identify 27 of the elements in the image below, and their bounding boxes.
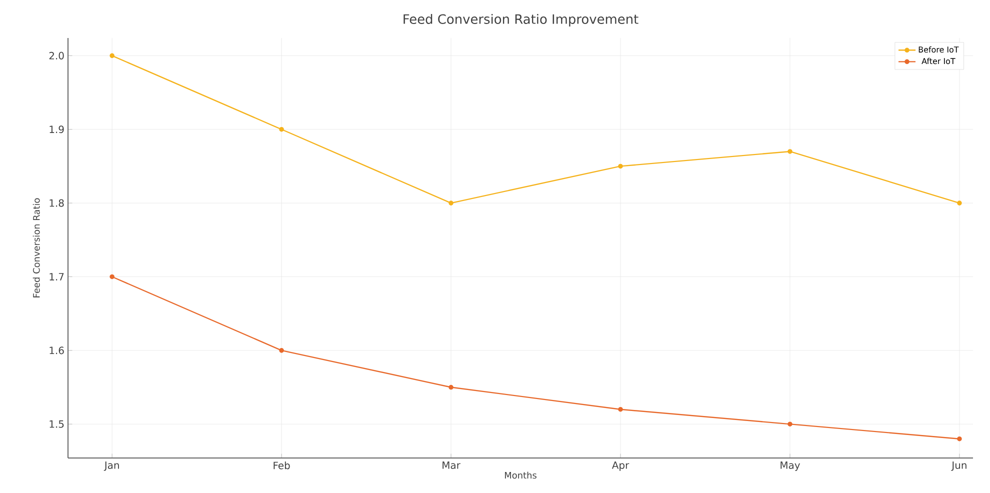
point — [618, 164, 623, 169]
y-tick-label: 1.6 — [50, 346, 64, 354]
point — [110, 274, 114, 280]
y-axis-title: Feed Conversion Ratio — [32, 198, 40, 298]
point — [957, 200, 962, 206]
y-tick-label: 1.9 — [50, 126, 64, 134]
point — [110, 53, 114, 58]
point — [448, 200, 454, 206]
x-tick-label: Jan — [104, 462, 119, 471]
point — [618, 406, 623, 412]
y-tick-label: 1.7 — [50, 273, 64, 280]
x-tick-label: Feb — [274, 462, 290, 470]
x-axis-title: Months — [504, 472, 536, 479]
point — [448, 384, 454, 390]
x-tick-label: Jun — [951, 462, 966, 471]
point — [279, 348, 284, 353]
y-tick-label: 2.0 — [49, 52, 64, 60]
point — [279, 126, 284, 132]
x-tick-label: Apr — [612, 462, 630, 471]
x-tick-label: May — [780, 462, 800, 471]
x-tick-label: Mar — [442, 462, 460, 469]
point — [788, 422, 792, 426]
chart-title: Feed Conversion Ratio Improvement — [404, 14, 638, 26]
point — [957, 436, 962, 442]
y-tick-label: 1.8 — [50, 199, 64, 207]
y-tick-label: 1.5 — [50, 420, 64, 428]
point — [788, 149, 792, 154]
